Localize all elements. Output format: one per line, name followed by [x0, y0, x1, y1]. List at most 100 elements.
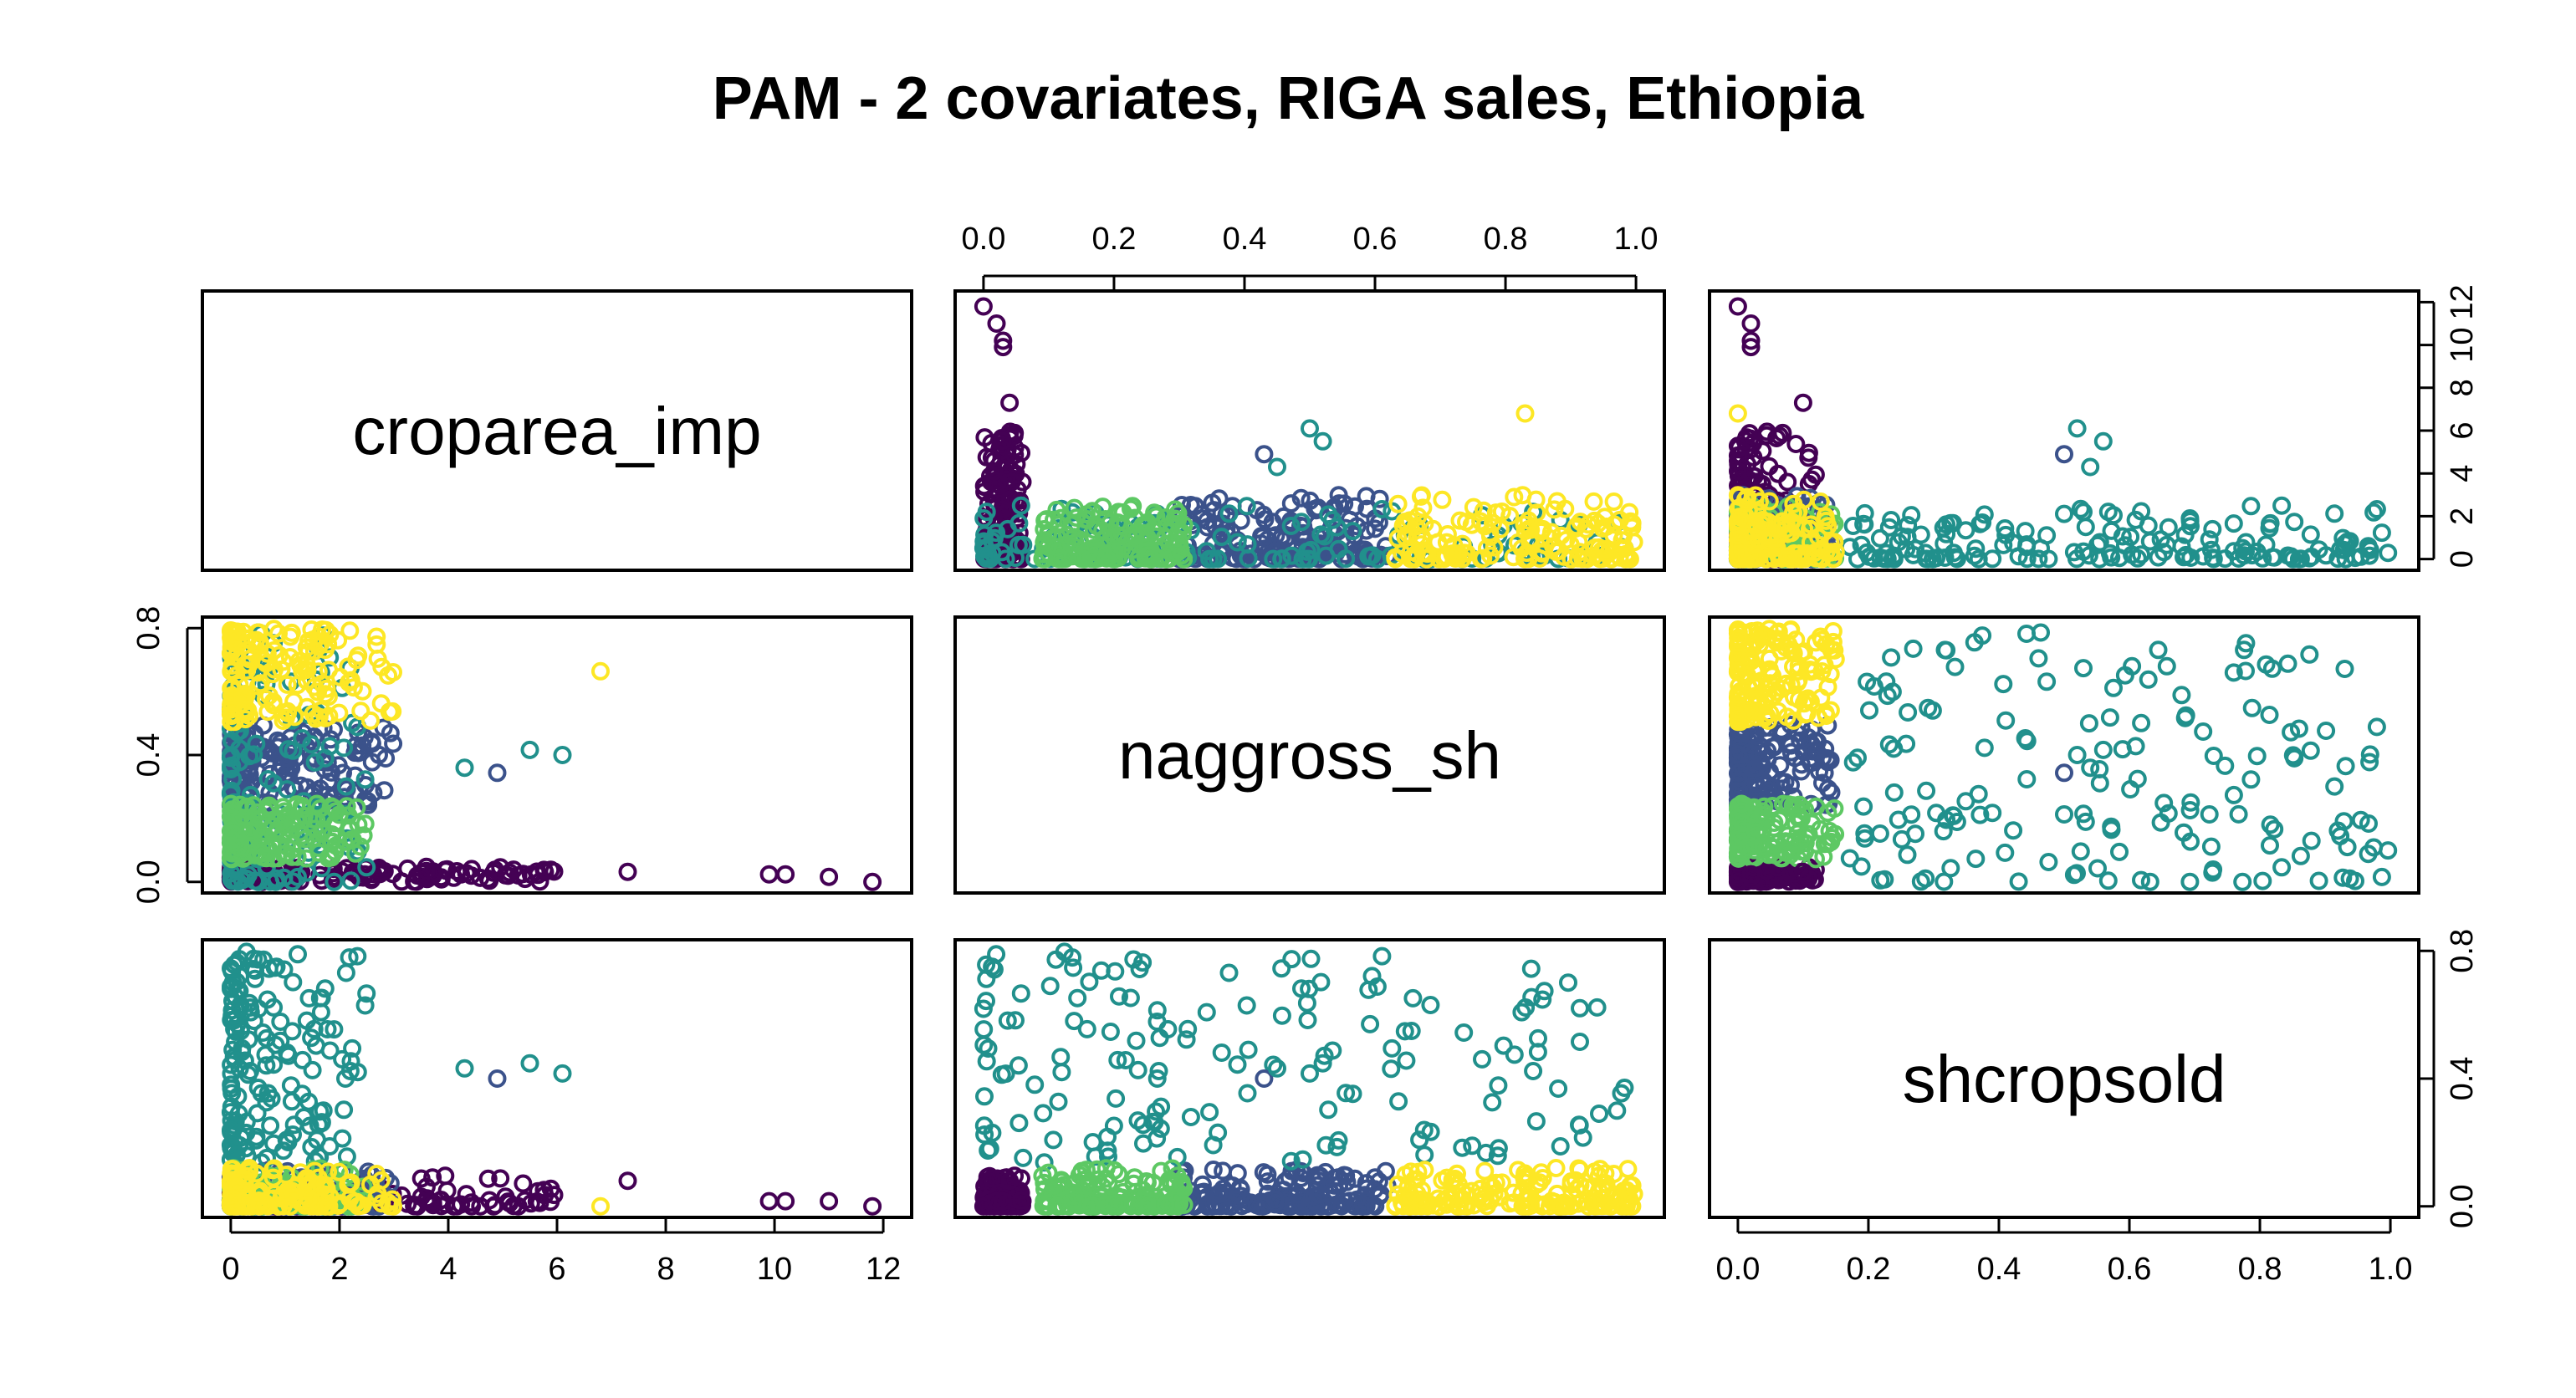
data-point	[257, 1056, 276, 1075]
data-point	[2282, 722, 2301, 742]
data-point	[226, 1051, 245, 1069]
data-point	[975, 547, 994, 566]
data-point	[520, 1054, 539, 1073]
data-point	[2260, 706, 2279, 724]
data-point	[2149, 640, 2168, 660]
tick-label: 0.8	[2238, 1252, 2282, 1287]
data-point	[247, 1164, 266, 1183]
data-point	[994, 459, 1013, 478]
data-point	[1944, 806, 1963, 825]
data-point	[1549, 1079, 1568, 1098]
data-point	[307, 794, 326, 814]
data-point	[1769, 622, 1788, 641]
data-point	[1403, 988, 1423, 1008]
data-point	[1826, 824, 1845, 844]
data-point	[258, 770, 278, 788]
data-point	[1621, 512, 1640, 531]
data-point	[974, 1116, 994, 1135]
data-point	[1143, 1112, 1163, 1131]
data-point	[2260, 518, 2279, 538]
data-point	[820, 867, 839, 886]
data-point	[2088, 859, 2107, 878]
data-point	[1116, 1051, 1135, 1069]
data-point	[1255, 445, 1274, 464]
data-point	[1044, 1130, 1063, 1150]
data-point	[1124, 1174, 1143, 1193]
data-point	[1473, 1049, 1491, 1069]
data-point	[1152, 1097, 1171, 1116]
data-point	[297, 1178, 316, 1197]
data-point	[1919, 698, 1938, 717]
data-point	[2247, 747, 2267, 766]
data-point	[1346, 1169, 1364, 1188]
data-point	[1823, 622, 1843, 640]
data-point	[1282, 546, 1301, 565]
data-point	[491, 1169, 510, 1188]
data-point	[1063, 1192, 1082, 1212]
data-point	[1747, 678, 1766, 697]
data-point	[2100, 543, 2119, 563]
data-point	[1768, 858, 1787, 877]
data-point	[1817, 749, 1837, 768]
data-point	[2055, 445, 2073, 464]
data-point	[1799, 448, 1818, 467]
data-point	[340, 1165, 360, 1184]
data-point	[1412, 1190, 1431, 1209]
data-point	[1228, 533, 1247, 552]
data-point	[1559, 973, 1577, 992]
data-point	[351, 702, 371, 721]
data-point	[258, 1196, 277, 1216]
scatter-panel-croparea_imp-vs-shcropsold	[1728, 297, 2398, 569]
scatter-panel-naggross_sh-vs-shcropsold	[1728, 620, 2398, 891]
data-point	[1807, 797, 1826, 816]
data-point	[1618, 1181, 1637, 1200]
data-point	[1000, 1171, 1020, 1191]
data-point	[284, 972, 303, 992]
data-point	[1308, 1166, 1327, 1185]
data-point	[321, 845, 340, 865]
tick-label: 0	[2445, 550, 2480, 568]
data-point	[1301, 419, 1319, 438]
data-point	[1454, 1196, 1474, 1216]
data-point	[1147, 1001, 1167, 1020]
data-point	[2301, 525, 2320, 544]
data-point	[1035, 1180, 1055, 1199]
data-point	[282, 623, 301, 642]
data-point	[1975, 738, 1994, 758]
data-point	[1793, 862, 1812, 881]
data-point	[1209, 1123, 1228, 1142]
data-point	[230, 950, 249, 969]
data-point	[1483, 1093, 1502, 1112]
data-point	[249, 999, 268, 1018]
data-point	[1301, 1196, 1320, 1216]
data-point	[367, 627, 386, 646]
data-point	[228, 622, 247, 641]
data-point	[1292, 513, 1311, 532]
data-point	[1741, 338, 1761, 357]
data-point	[305, 677, 325, 696]
data-point	[1315, 527, 1334, 546]
tick-label: 0.4	[1977, 1252, 2021, 1287]
data-point	[2132, 870, 2150, 890]
data-point	[2088, 535, 2107, 554]
data-point	[2181, 793, 2200, 812]
data-point	[1264, 549, 1283, 569]
data-point	[1911, 525, 1930, 544]
data-point	[2126, 510, 2145, 529]
data-point	[1353, 1196, 1372, 1215]
data-point	[1934, 822, 1953, 841]
data-point	[1300, 979, 1319, 998]
data-point	[241, 998, 260, 1017]
data-point	[261, 1116, 280, 1135]
data-point	[1204, 1161, 1223, 1179]
data-point	[2074, 804, 2093, 824]
data-point	[2181, 832, 2200, 851]
data-point	[1486, 503, 1505, 523]
data-point	[1464, 497, 1483, 517]
data-point	[262, 1089, 281, 1108]
data-point	[1155, 536, 1174, 555]
data-point	[1533, 990, 1552, 1009]
data-point	[1049, 1092, 1068, 1111]
data-point	[1301, 491, 1320, 510]
data-point	[1738, 666, 1757, 685]
